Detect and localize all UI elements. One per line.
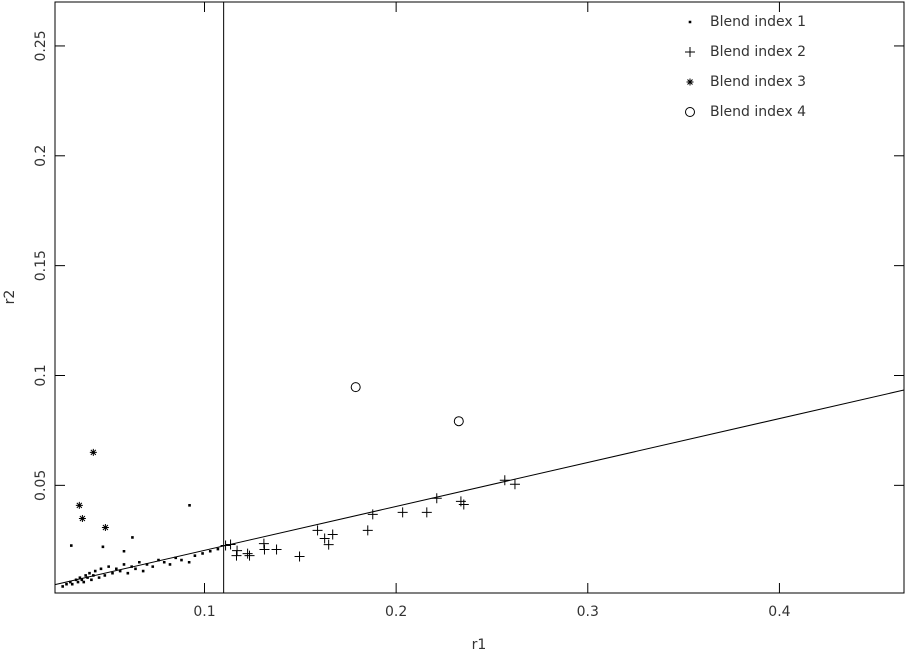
point	[122, 549, 126, 553]
point	[118, 569, 122, 573]
point	[115, 567, 118, 571]
point	[89, 448, 97, 456]
point	[84, 574, 87, 577]
point	[271, 544, 282, 555]
point	[201, 552, 204, 555]
point	[90, 578, 93, 582]
point	[242, 548, 253, 559]
legend-label: Blend index 1	[710, 14, 806, 30]
point	[350, 382, 361, 393]
y-tick-label: 0.25	[33, 30, 49, 61]
legend-label: Blend index 3	[710, 74, 806, 90]
y-tick-label: 0.1	[33, 364, 49, 386]
point	[323, 539, 334, 550]
point	[97, 576, 101, 579]
point	[86, 576, 89, 579]
legend-label: Blend index 2	[710, 44, 806, 60]
point	[101, 545, 105, 549]
point	[362, 525, 373, 536]
point	[421, 507, 432, 518]
point	[69, 544, 73, 547]
point	[74, 578, 78, 582]
point	[168, 563, 172, 566]
point	[180, 558, 183, 562]
point	[138, 560, 141, 564]
x-tick-label: 0.2	[385, 604, 407, 620]
y-tick-label: 0.2	[33, 145, 49, 167]
point	[453, 416, 464, 427]
point	[141, 569, 145, 573]
diagonal-line	[54, 389, 905, 586]
point	[103, 574, 107, 577]
point	[244, 550, 255, 561]
point	[220, 540, 231, 551]
point	[225, 539, 236, 550]
point	[319, 533, 330, 544]
plot-frame	[54, 1, 905, 594]
y-axis-label: r2	[2, 290, 18, 305]
point	[187, 560, 191, 564]
point	[134, 567, 137, 571]
point	[157, 558, 160, 562]
y-tick-label: 0.05	[33, 470, 49, 501]
point	[193, 554, 197, 557]
point	[232, 545, 243, 556]
x-tick-label: 0.4	[768, 604, 790, 620]
point	[93, 569, 97, 573]
point	[78, 515, 86, 523]
point	[431, 493, 442, 504]
point	[61, 585, 64, 588]
point	[231, 550, 242, 561]
point	[92, 574, 95, 577]
point	[101, 524, 109, 532]
point	[174, 556, 178, 560]
point	[145, 563, 149, 566]
point	[99, 567, 103, 571]
point	[294, 551, 305, 562]
legend-marker	[688, 20, 692, 24]
point	[151, 565, 155, 568]
x-axis-label: r1	[472, 637, 487, 653]
point	[78, 576, 82, 579]
point	[258, 538, 269, 549]
point	[111, 571, 114, 575]
point	[499, 475, 510, 486]
point	[208, 549, 212, 553]
point	[75, 501, 83, 509]
point	[367, 509, 378, 520]
point	[65, 582, 68, 586]
point	[188, 504, 191, 507]
point	[80, 578, 84, 582]
point	[76, 580, 80, 584]
point	[327, 529, 338, 540]
point	[131, 536, 134, 539]
point	[70, 582, 74, 586]
point	[130, 565, 133, 568]
point	[216, 547, 220, 551]
legend-label: Blend index 4	[710, 104, 806, 120]
point	[162, 560, 166, 564]
point	[107, 565, 110, 568]
point	[509, 479, 520, 490]
point	[259, 544, 270, 555]
y-tick-label: 0.15	[33, 250, 49, 281]
point	[458, 499, 469, 510]
x-tick-label: 0.3	[577, 604, 599, 620]
point	[69, 580, 72, 584]
legend-marker	[686, 78, 694, 86]
point	[82, 580, 86, 584]
point	[397, 507, 408, 518]
x-tick-label: 0.1	[193, 604, 215, 620]
point	[88, 571, 91, 575]
point	[126, 571, 130, 575]
legend-marker	[685, 47, 695, 57]
legend-marker	[685, 107, 696, 117]
point	[312, 525, 323, 536]
point	[122, 563, 126, 566]
